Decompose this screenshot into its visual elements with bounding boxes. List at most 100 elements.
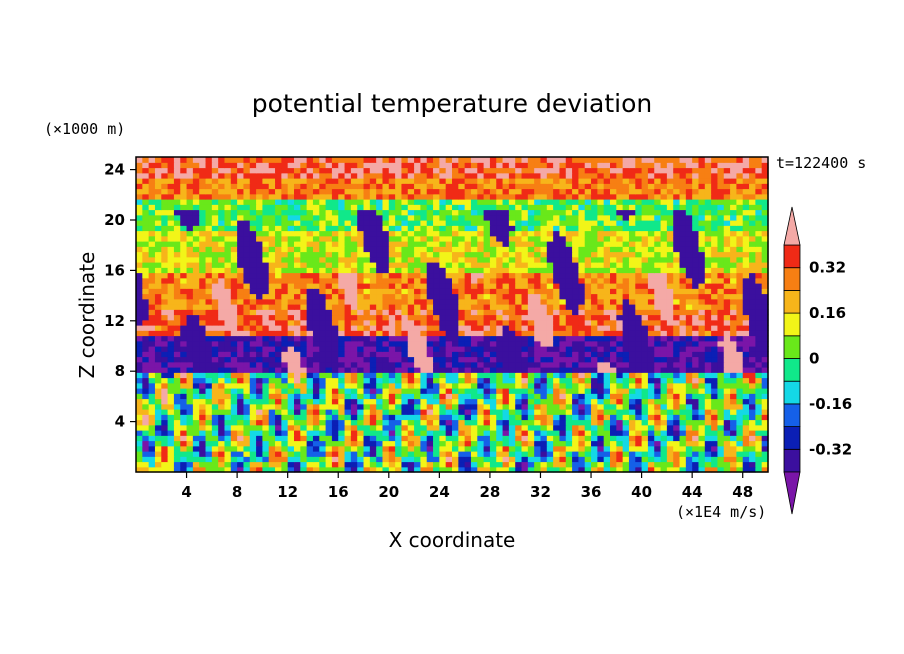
heatmap-cell [483,409,491,415]
heatmap-cell [546,309,554,316]
heatmap-cell [508,325,516,331]
heatmap-cell [192,451,200,457]
heatmap-cell [572,262,579,268]
heatmap-cell [338,456,346,463]
heatmap-cell [515,466,523,473]
heatmap-cell [275,367,282,373]
heatmap-cell [167,319,175,326]
heatmap-cell [578,241,586,247]
heatmap-cell [173,356,181,363]
heatmap-cell [306,414,314,421]
heatmap-cell [717,424,725,431]
heatmap-cell [603,309,611,316]
heatmap-cell [704,335,712,342]
heatmap-cell [186,451,194,457]
heatmap-cell [325,340,333,347]
heatmap-cell [483,304,491,310]
heatmap-cell [218,398,226,405]
heatmap-cell [306,330,314,337]
heatmap-cell [559,346,567,352]
heatmap-cell [173,393,181,400]
heatmap-cell [161,409,169,415]
heatmap-cell [755,456,763,463]
heatmap-cell [433,288,440,295]
heatmap-cell [521,241,529,247]
heatmap-cell [736,440,744,447]
heatmap-cell [489,461,497,468]
heatmap-cell [540,272,548,279]
heatmap-cell [572,409,579,415]
heatmap-cell [458,461,466,468]
heatmap-cell [749,319,756,326]
heatmap-cell [464,277,472,284]
heatmap-cell [673,430,681,436]
heatmap-cell [281,456,289,463]
heatmap-cell [161,214,169,221]
heatmap-cell [628,209,636,216]
heatmap-cell [445,382,453,389]
heatmap-cell [730,424,737,431]
heatmap-cell [224,419,232,426]
heatmap-cell [350,456,358,463]
heatmap-cell [420,241,428,247]
heatmap-cell [407,356,415,363]
heatmap-cell [673,230,681,237]
heatmap-cell [312,267,320,274]
heatmap-cell [268,283,276,289]
heatmap-cell [275,309,282,316]
heatmap-cell [572,340,579,347]
heatmap-cell [230,209,238,216]
heatmap-cell [508,456,516,463]
heatmap-cell [755,335,763,342]
heatmap-cell [470,440,478,447]
heatmap-cell [647,283,655,289]
heatmap-cell [584,451,592,457]
heatmap-cell [534,361,542,368]
heatmap-cell [237,262,245,268]
heatmap-cell [249,451,257,457]
heatmap-cell [350,214,358,221]
heatmap-cell [477,440,485,447]
heatmap-cell [584,382,592,389]
heatmap-cell [742,351,750,358]
heatmap-cell [546,451,554,457]
heatmap-cell [572,361,579,368]
heatmap-cell [331,256,339,263]
heatmap-cell [344,314,352,321]
heatmap-cell [357,277,365,284]
heatmap-cell [546,335,554,342]
heatmap-cell [736,424,744,431]
heatmap-cell [312,346,320,352]
heatmap-cell [180,340,188,347]
heatmap-cell [755,225,763,232]
heatmap-cell [572,267,579,274]
heatmap-cell [256,377,263,384]
heatmap-cell [136,272,143,279]
heatmap-cell [458,398,466,405]
heatmap-cell [496,340,504,347]
heatmap-cell [376,314,384,321]
heatmap-cell [717,419,725,426]
heatmap-cell [211,435,219,442]
heatmap-cell [180,325,188,331]
heatmap-cell [641,246,649,253]
heatmap-cell [635,346,643,352]
heatmap-cell [603,346,611,352]
heatmap-cell [382,340,390,347]
heatmap-cell [660,262,668,268]
heatmap-cell [142,214,150,221]
heatmap-cell [717,451,725,457]
heatmap-cell [483,419,491,426]
heatmap-cell [742,388,750,394]
heatmap-cell [578,309,586,316]
heatmap-cell [407,241,415,247]
heatmap-cell [628,435,636,442]
heatmap-cell [243,424,251,431]
heatmap-cell [319,225,327,232]
heatmap-cell [496,225,504,232]
heatmap-cell [730,398,737,405]
heatmap-cell [654,403,662,410]
heatmap-cell [445,225,453,232]
heatmap-cell [167,361,175,368]
